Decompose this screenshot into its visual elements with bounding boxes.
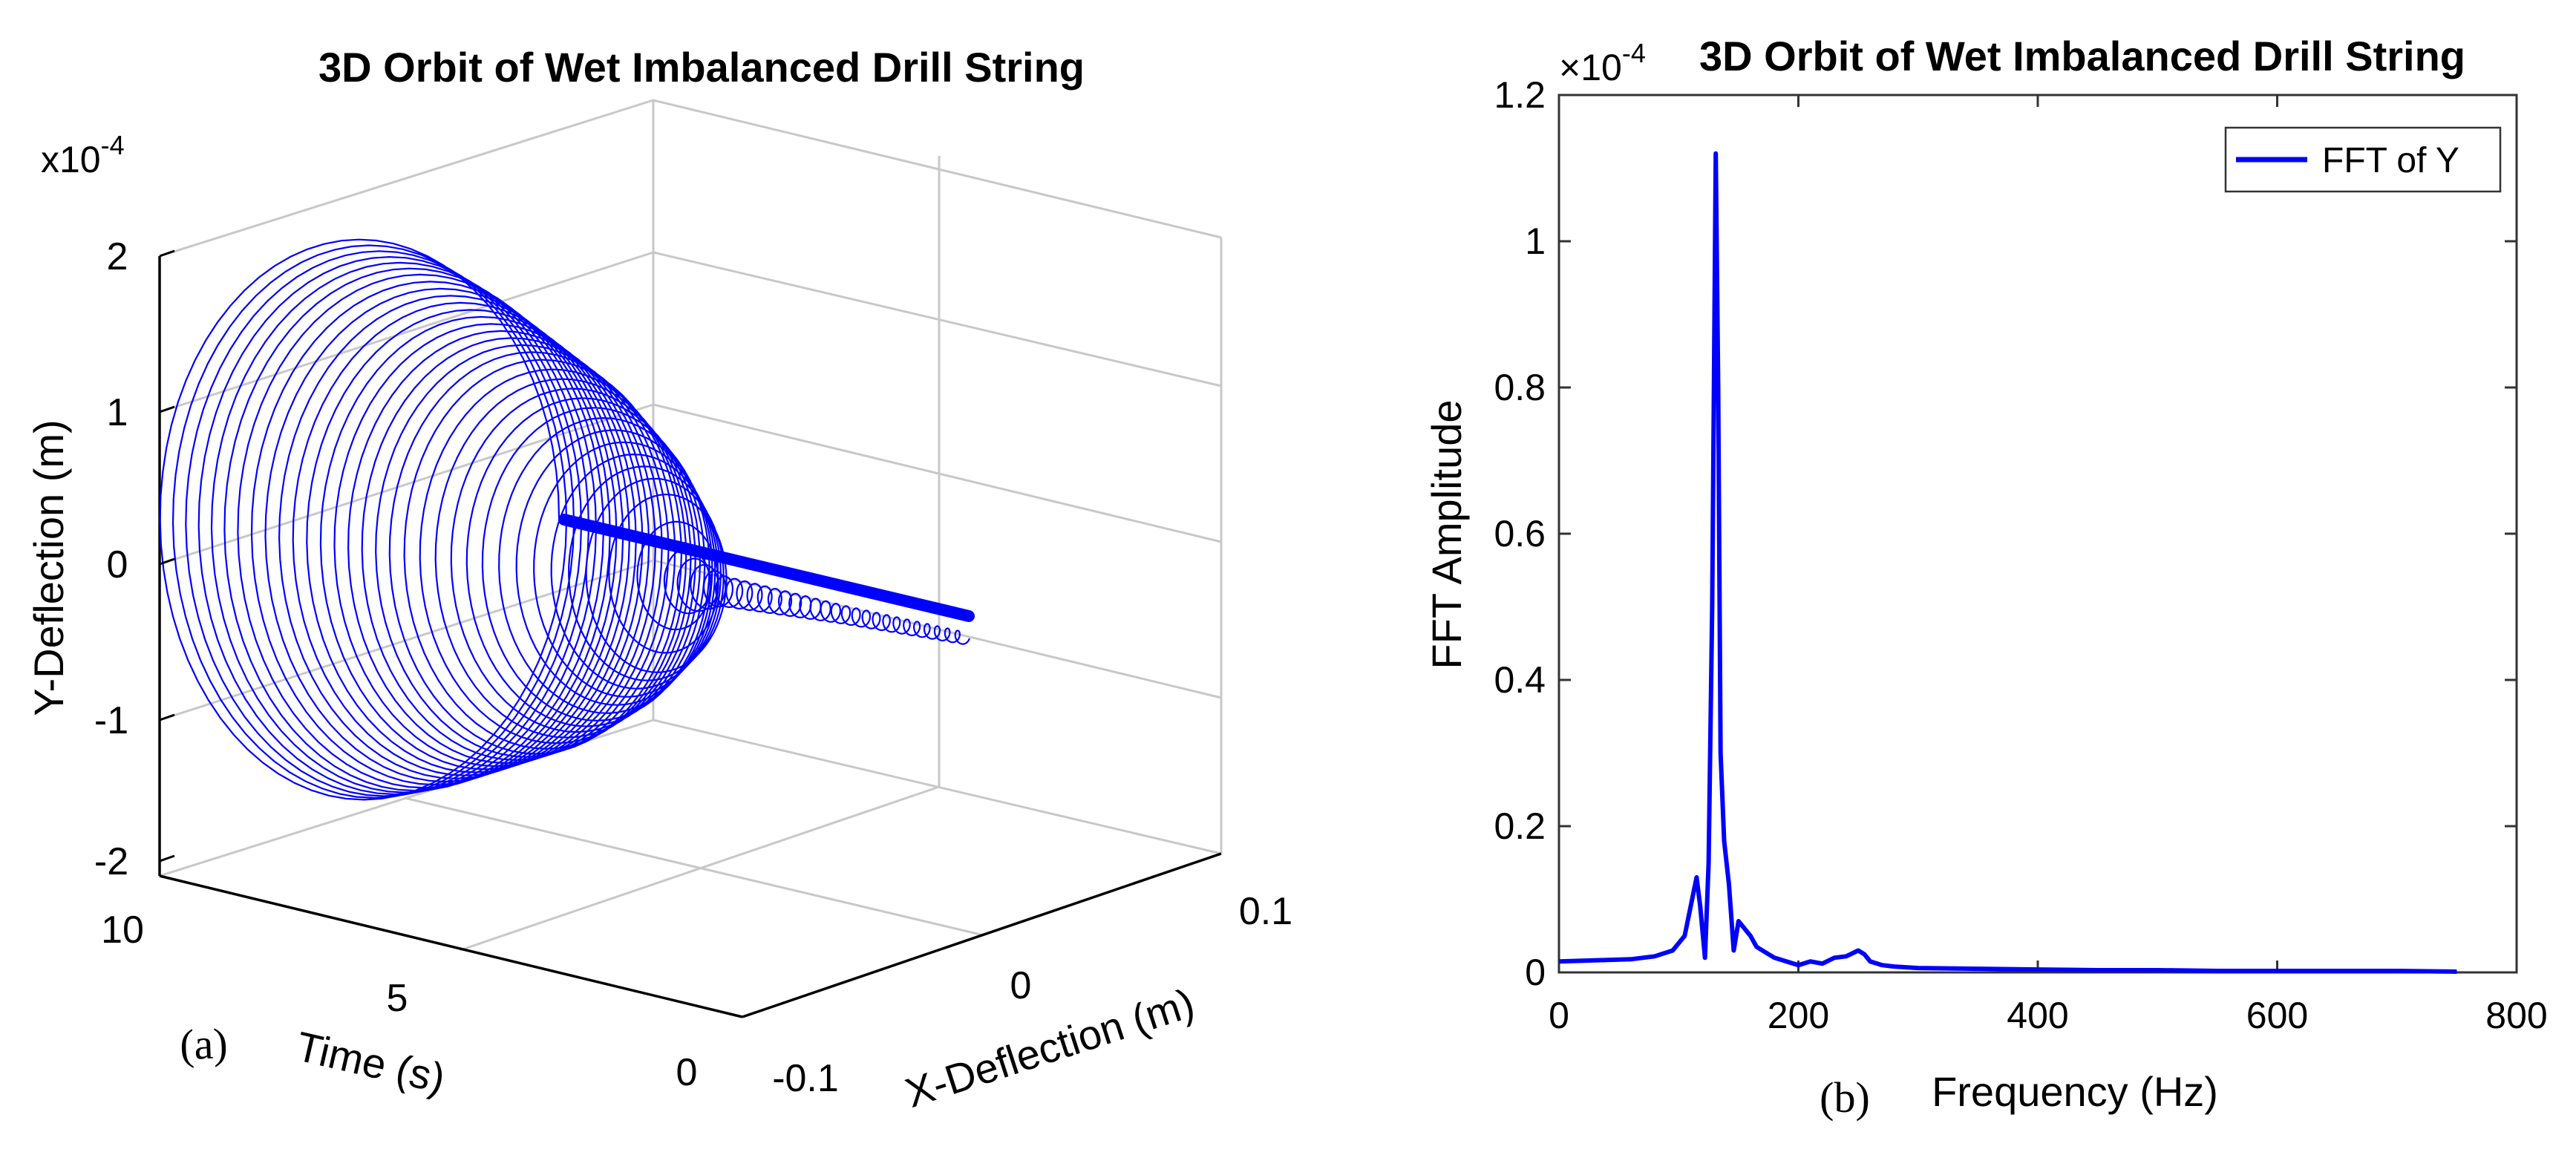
grid-floor-3 [460, 785, 940, 952]
y-tick-label: 0.6 [1494, 513, 1546, 554]
chart-b: 3D Orbit of Wet Imbalanced Drill String … [1423, 33, 2548, 1122]
chart-a-axes [158, 256, 1222, 1018]
y-tick-label: -2 [94, 840, 128, 883]
chart-b-exponent: ×10-4 [1559, 38, 1646, 88]
chart-a-caption: (a) [179, 1019, 229, 1069]
chart-a-tlabel: Time (s) [292, 1022, 449, 1102]
y-tick-label: 0.2 [1494, 805, 1546, 847]
grid-floor-2 [404, 796, 984, 937]
chart-a-y-ticks: 2 1 0 -1 -2 [94, 235, 175, 883]
legend-box [2224, 126, 2502, 193]
t-axis-line [159, 874, 743, 1018]
chart-a-ylabel: Y-Deflection (m) [25, 419, 72, 716]
fft-line [1558, 151, 2457, 974]
orbit-tail [558, 514, 975, 622]
grid-wall-1 [653, 251, 1222, 387]
x-axis-line [742, 852, 1222, 1018]
chart-a-xlabel: X-Deflection (m) [900, 979, 1200, 1116]
chart-b-plot-area [1557, 94, 2518, 974]
fft-series [1558, 151, 2457, 974]
chart-b-legend: FFT of Y [2224, 126, 2502, 193]
grid-leftwall-1 [159, 251, 654, 413]
t-tick-label: 10 [101, 909, 144, 952]
y-tick-mark-m2 [159, 854, 175, 863]
y-tick-label: 0.4 [1494, 659, 1546, 701]
x-tick-label: 400 [2007, 995, 2068, 1036]
chart-b-ticks: 0 200 400 600 800 1.2 1 0.8 0.6 0.4 0.2 0 [1494, 74, 2547, 1036]
chart-b-caption: (b) [1820, 1073, 1870, 1122]
y-tick-label: 0.8 [1494, 367, 1546, 408]
x-tick-label: 800 [2485, 995, 2547, 1036]
grid-wall-2 [653, 403, 1222, 543]
y-tick-label: 0 [107, 543, 128, 586]
t-tick-label: 0 [676, 1051, 698, 1094]
t-tick-label: 5 [387, 977, 408, 1020]
y-tick-label: 1 [1525, 220, 1546, 262]
orbit-tail-line [558, 514, 975, 622]
box-edge-top-left [159, 99, 654, 258]
y-tick-mark-m1 [159, 713, 175, 722]
y-tick-label: -1 [94, 699, 128, 742]
chart-a: 3D Orbit of Wet Imbalanced Drill String [25, 44, 1292, 1116]
chart-b-ylabel: FFT Amplitude [1423, 399, 1470, 669]
y-tick-label: 1.2 [1494, 74, 1546, 116]
y-tick-mark-0 [159, 557, 175, 566]
y-tick-label: 1 [107, 391, 128, 434]
y-tick-mark-1 [159, 405, 175, 413]
y-tick-label: 2 [107, 235, 128, 278]
grid-leftwall-2 [159, 403, 654, 566]
chart-b-xlabel: Frequency (Hz) [1932, 1068, 2218, 1115]
chart-a-t-ticks: 10 5 0 [101, 909, 697, 1094]
legend-label: FFT of Y [2322, 141, 2459, 180]
x-tick-label: 200 [1768, 995, 1829, 1036]
x-tick-label: 0 [1010, 964, 1032, 1007]
chart-a-title: 3D Orbit of Wet Imbalanced Drill String [318, 44, 1085, 91]
chart-a-x-ticks: -0.1 0 0.1 [772, 890, 1292, 1100]
y-tick-label: 0 [1525, 952, 1546, 993]
chart-a-box [159, 99, 1223, 1018]
chart-a-exponent: x10-4 [41, 130, 125, 180]
box-edge-top-back [653, 99, 1222, 239]
chart-b-title: 3D Orbit of Wet Imbalanced Drill String [1699, 33, 2465, 79]
x-tick-label: -0.1 [772, 1057, 839, 1100]
x-tick-label: 0 [1549, 995, 1569, 1036]
y-tick-mark-2 [159, 249, 175, 258]
x-tick-label: 600 [2246, 995, 2308, 1036]
x-tick-label: 0.1 [1239, 890, 1292, 933]
